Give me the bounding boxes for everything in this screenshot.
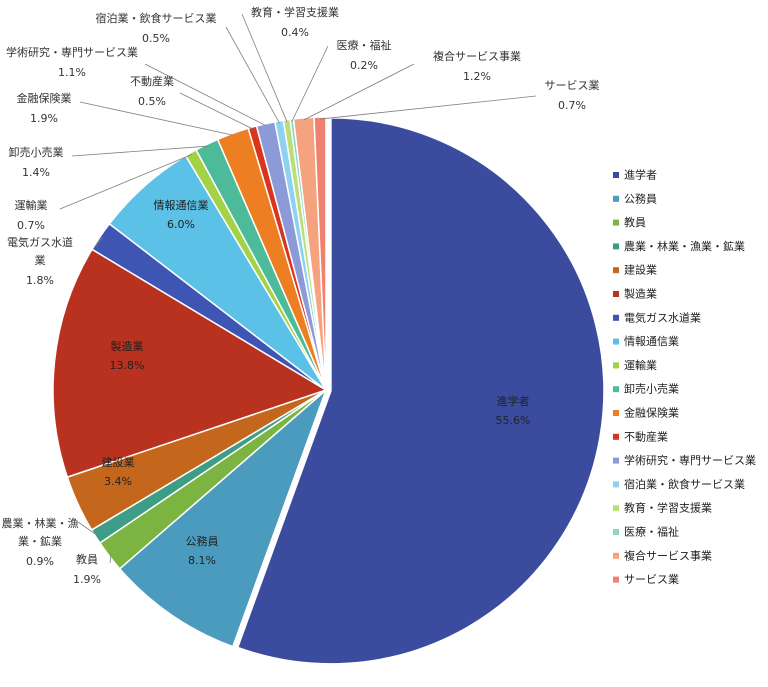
leader-line xyxy=(95,237,103,247)
pie-slice xyxy=(313,116,327,391)
legend-label: 情報通信業 xyxy=(624,335,679,348)
slice-category-label: 教員 xyxy=(76,553,98,566)
legend-swatch xyxy=(613,576,619,583)
slice-category-label: 宿泊業・飲食サービス業 xyxy=(96,11,217,25)
legend-label: 農業・林業・漁業・鉱業 xyxy=(624,239,745,253)
pie-slice xyxy=(52,248,328,479)
leader-line xyxy=(241,13,288,122)
leader-line xyxy=(320,95,537,120)
legend-label: サービス業 xyxy=(624,573,679,586)
slice-value-label: 13.8% xyxy=(110,359,145,372)
legend-label: 卸売小売業 xyxy=(624,382,679,396)
legend-swatch xyxy=(613,386,619,393)
slice-category-label: 電気ガス水道 xyxy=(7,235,73,249)
legend-swatch xyxy=(613,267,619,274)
legend-label: 不動産業 xyxy=(624,429,668,443)
legend-label: 製造業 xyxy=(624,287,657,301)
legend-swatch xyxy=(613,410,619,416)
legend-swatch xyxy=(613,219,619,226)
slice-category-label: 情報通信業 xyxy=(154,199,209,212)
slice-category-label: 公務員 xyxy=(186,534,219,548)
slice-category-label: 複合サービス事業 xyxy=(433,49,521,63)
slice-category-label: 医療・福祉 xyxy=(337,38,392,52)
slice-category-label: 卸売小売業 xyxy=(9,145,64,159)
slice-value-label: 0.2% xyxy=(350,59,378,72)
leader-line xyxy=(144,63,267,127)
pie-slice xyxy=(118,387,328,648)
legend-label: 公務員 xyxy=(624,191,657,205)
slice-category-label: 運輸業 xyxy=(15,198,48,212)
legend-label: 学術研究・専門サービス業 xyxy=(624,453,756,467)
slice-category-label: 建設業 xyxy=(102,455,135,469)
slice-category-label: 製造業 xyxy=(111,339,144,353)
slice-labels: 進学者 55.6% 公務員 8.1% 教員 1.9% 農業・林業・漁業・鉱業 0.9% 建設業 3… xyxy=(2,5,600,586)
slice-category-label: 金融保険業 xyxy=(17,91,72,105)
leader-line xyxy=(179,92,254,130)
slice-category-label: 業 xyxy=(35,254,46,267)
legend-swatch xyxy=(613,291,619,297)
legend-label: 建設業 xyxy=(624,263,657,277)
legend-label: 運輸業 xyxy=(624,358,657,372)
leader-line xyxy=(71,145,208,157)
legend-swatch xyxy=(613,314,619,321)
legend-label: 宿泊業・飲食サービス業 xyxy=(624,477,745,491)
slice-value-label: 6.0% xyxy=(167,218,195,231)
slice-value-label: 1.9% xyxy=(73,573,101,586)
legend-label: 医療・福祉 xyxy=(624,525,679,539)
leader-line xyxy=(59,154,193,210)
legend-swatch xyxy=(613,195,619,202)
slice-value-label: 8.1% xyxy=(188,554,216,567)
leader-line xyxy=(225,26,280,124)
slice-value-label: 1.1% xyxy=(58,66,86,79)
legend-label: 教育・学習支援業 xyxy=(624,501,712,515)
legend-swatch xyxy=(613,552,619,559)
leader-line xyxy=(291,45,329,122)
leader-line xyxy=(77,521,98,536)
legend-swatch xyxy=(613,172,619,178)
legend-swatch xyxy=(613,362,619,369)
slice-value-label: 0.4% xyxy=(281,26,309,39)
legend-label: 進学者 xyxy=(624,168,657,182)
slice-value-label: 0.5% xyxy=(142,32,170,45)
legend-swatch xyxy=(613,338,619,345)
legend-label: 金融保険業 xyxy=(624,406,679,420)
pie-slices xyxy=(52,116,605,665)
legend-swatch xyxy=(613,243,619,250)
leader-lines xyxy=(59,13,537,564)
legend-swatch xyxy=(613,481,619,488)
legend-swatch xyxy=(613,457,619,464)
slice-value-label: 0.7% xyxy=(17,219,45,232)
slice-category-label: サービス業 xyxy=(545,79,600,92)
slice-value-label: 1.8% xyxy=(26,274,54,287)
slice-value-label: 3.4% xyxy=(104,475,132,488)
slice-value-label: 1.2% xyxy=(463,70,491,83)
legend-swatch xyxy=(613,505,619,512)
legend-label: 電気ガス水道業 xyxy=(624,310,701,324)
slice-value-label: 1.4% xyxy=(22,166,50,179)
slice-category-label: 学術研究・専門サービス業 xyxy=(6,45,138,59)
slice-category-label: 業・鉱業 xyxy=(18,534,62,548)
leader-line xyxy=(79,101,234,136)
legend-swatch xyxy=(613,529,619,535)
slice-category-label: 不動産業 xyxy=(130,74,174,88)
legend: 進学者公務員教員農業・林業・漁業・鉱業建設業製造業電気ガス水道業情報通信業運輸業… xyxy=(613,168,756,586)
slice-value-label: 0.5% xyxy=(138,95,166,108)
slice-category-label: 進学者 xyxy=(497,394,530,408)
slice-value-label: 55.6% xyxy=(496,414,531,427)
pie-slice xyxy=(236,117,605,665)
slice-category-label: 教育・学習支援業 xyxy=(251,5,339,19)
slice-value-label: 0.9% xyxy=(26,555,54,568)
legend-swatch xyxy=(613,433,619,440)
legend-label: 教員 xyxy=(624,216,646,229)
legend-label: 複合サービス事業 xyxy=(624,548,712,562)
leader-line xyxy=(109,554,112,564)
slice-value-label: 0.7% xyxy=(558,99,586,112)
leader-line xyxy=(303,63,415,121)
slice-value-label: 1.9% xyxy=(30,112,58,125)
slice-category-label: 農業・林業・漁 xyxy=(2,516,79,530)
